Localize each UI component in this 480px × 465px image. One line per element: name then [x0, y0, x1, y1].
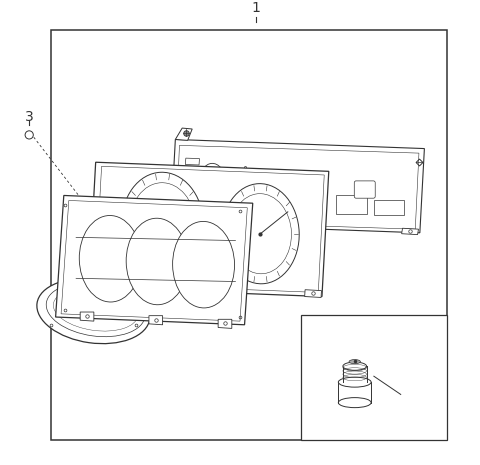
- Bar: [336, 194, 368, 214]
- Ellipse shape: [206, 227, 224, 250]
- Ellipse shape: [228, 230, 246, 253]
- Polygon shape: [185, 158, 200, 165]
- Polygon shape: [149, 314, 158, 320]
- Polygon shape: [149, 316, 163, 325]
- Ellipse shape: [343, 362, 367, 370]
- Ellipse shape: [338, 377, 371, 387]
- Polygon shape: [175, 128, 192, 140]
- Polygon shape: [96, 284, 112, 292]
- Text: 1: 1: [252, 1, 260, 15]
- Polygon shape: [218, 319, 232, 328]
- Bar: [374, 199, 404, 215]
- Ellipse shape: [121, 172, 204, 277]
- Polygon shape: [305, 290, 322, 298]
- Ellipse shape: [200, 163, 225, 198]
- Bar: [301, 315, 447, 440]
- Polygon shape: [89, 162, 329, 297]
- Polygon shape: [402, 228, 419, 235]
- Ellipse shape: [37, 279, 150, 344]
- Ellipse shape: [79, 215, 141, 302]
- Text: 2: 2: [406, 387, 415, 401]
- Ellipse shape: [173, 221, 235, 308]
- Ellipse shape: [338, 398, 371, 408]
- Ellipse shape: [222, 184, 299, 284]
- Text: 3: 3: [25, 110, 34, 124]
- Polygon shape: [80, 312, 94, 321]
- Ellipse shape: [126, 218, 188, 305]
- FancyBboxPatch shape: [354, 181, 375, 198]
- Bar: [51, 30, 447, 440]
- Polygon shape: [56, 195, 253, 325]
- Ellipse shape: [349, 359, 360, 364]
- Polygon shape: [171, 140, 424, 233]
